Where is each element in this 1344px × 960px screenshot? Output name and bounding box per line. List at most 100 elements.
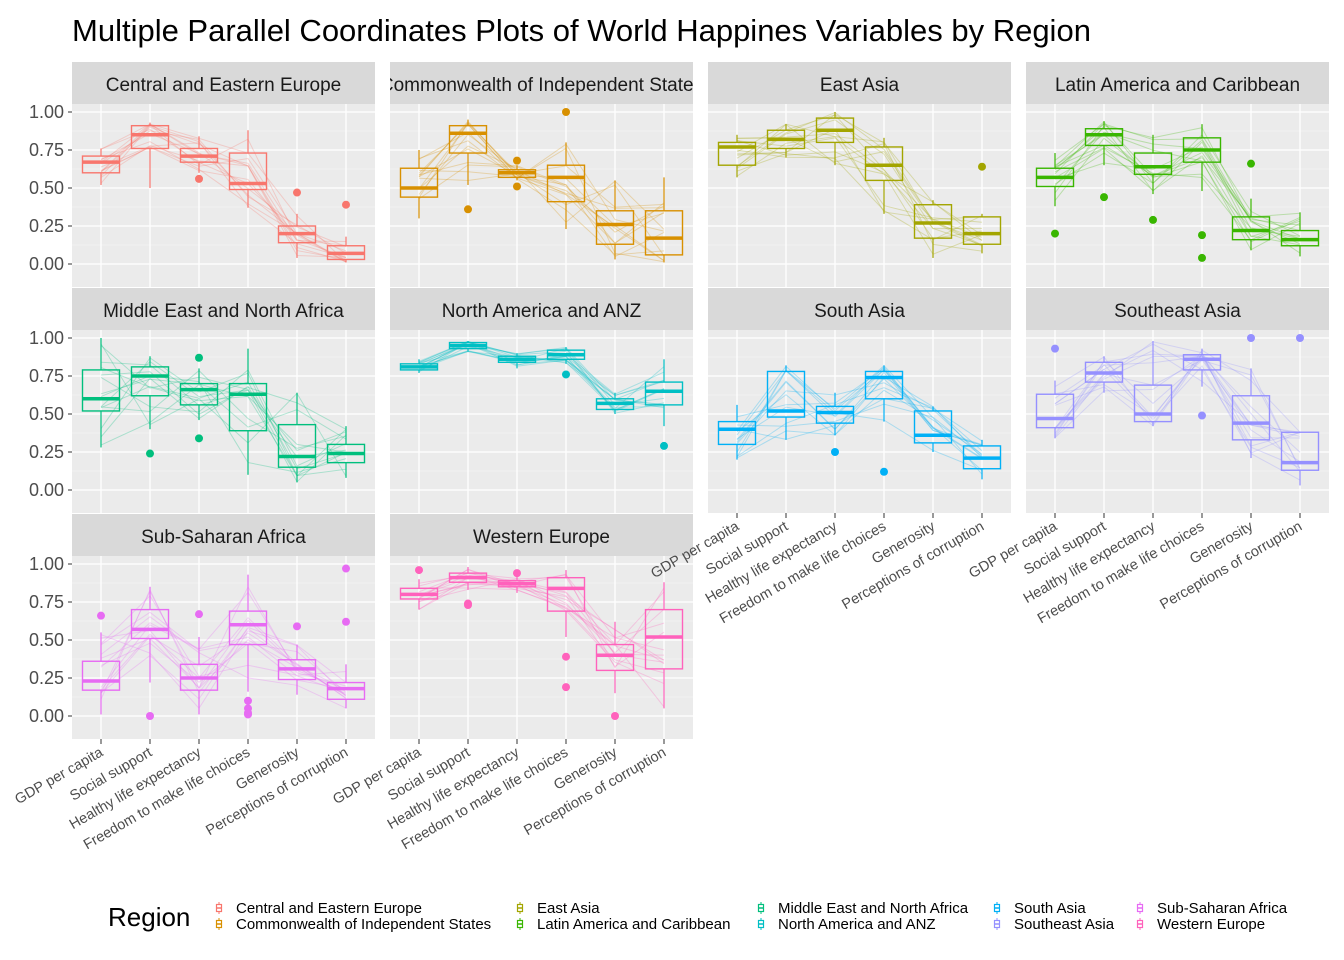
parallel-line (100, 146, 347, 263)
boxplot-4 (864, 137, 904, 214)
legend-item: East Asia (516, 900, 600, 917)
parallel-line (100, 629, 347, 696)
parallel-line (736, 367, 983, 459)
box (81, 369, 121, 412)
legend-item: Middle East and North Africa (757, 900, 969, 917)
parallel-line (418, 121, 665, 262)
panel-background (390, 330, 693, 513)
outlier-point (831, 448, 839, 456)
boxplot-6 (326, 426, 366, 478)
parallel-line (1054, 147, 1301, 241)
boxplot-2 (448, 341, 488, 352)
boxplot-4 (546, 570, 586, 692)
parallel-line (1054, 353, 1301, 447)
box (962, 216, 1002, 245)
boxplot-6 (644, 359, 684, 450)
boxplot-4 (864, 365, 904, 476)
parallel-line (100, 343, 347, 477)
parallel-line (736, 371, 983, 446)
parallel-line (100, 384, 347, 446)
box (1084, 128, 1124, 147)
parallel-line (100, 128, 347, 263)
box (717, 420, 757, 446)
box (228, 610, 268, 646)
boxplot-2 (1084, 121, 1124, 202)
boxplot-6 (326, 564, 366, 709)
boxplot-5 (277, 622, 317, 695)
outlier-point (464, 601, 472, 610)
parallel-line (1054, 359, 1301, 433)
parallel-line (736, 137, 983, 241)
outlier-point (1198, 231, 1206, 240)
legend-label: Southeast Asia (1014, 916, 1115, 933)
parallel-line (1054, 134, 1301, 237)
outlier-point (195, 174, 203, 183)
parallel-line (736, 123, 983, 223)
legend-item: Central and Eastern Europe (215, 900, 422, 917)
facet-strip-label: Latin America and Caribbean (1055, 75, 1300, 96)
box (546, 576, 586, 612)
box (1133, 152, 1173, 176)
parallel-line (100, 141, 347, 262)
boxplot-2 (766, 365, 806, 440)
outlier-point (146, 449, 154, 458)
outlier-point (880, 467, 888, 476)
legend-item: Sub-Saharan Africa (1136, 900, 1288, 917)
parallel-line (100, 145, 347, 258)
boxplot-5 (595, 180, 635, 260)
parallel-line (1054, 356, 1301, 439)
facet-strip (708, 62, 1011, 104)
box (179, 382, 219, 406)
boxplot-6 (962, 162, 1002, 254)
outlier-point (146, 712, 154, 720)
parallel-line (1054, 132, 1301, 254)
facet-strip (72, 514, 375, 556)
boxplot-4 (1182, 124, 1222, 262)
boxplot-5 (1231, 159, 1271, 251)
boxplot-3 (1133, 341, 1173, 427)
legend: Region Central and Eastern EuropeCommonwe… (108, 900, 1288, 933)
panel-sub-saharan-africa: Sub-Saharan Africa (72, 514, 375, 739)
boxplot-3 (497, 156, 537, 191)
boxplot-1 (717, 134, 757, 178)
parallel-line (100, 360, 347, 483)
y-tick-label: 0.75 (29, 366, 64, 386)
outlier-point (978, 162, 986, 171)
parallel-line (1054, 144, 1301, 226)
parallel-line (736, 123, 983, 255)
parallel-line (100, 146, 347, 246)
box (130, 366, 170, 397)
legend-label: Western Europe (1157, 916, 1265, 933)
box (644, 608, 684, 670)
parallel-line (418, 170, 665, 244)
panel-background (1026, 104, 1329, 287)
panel-latin-america-and-caribbean: Latin America and Caribbean (1026, 62, 1329, 287)
box (228, 382, 268, 432)
parallel-line (418, 581, 665, 646)
facet-strip-label: Central and Eastern Europe (106, 75, 342, 96)
parallel-line (418, 165, 665, 208)
parallel-line (1054, 355, 1301, 471)
parallel-line (100, 381, 347, 470)
legend-label: Commonwealth of Independent States (236, 916, 491, 933)
box (277, 423, 317, 468)
panel-background (1026, 330, 1329, 513)
parallel-line (1054, 147, 1301, 238)
outlier-point (1100, 193, 1108, 202)
parallel-line (418, 345, 665, 411)
boxplot-2 (130, 586, 170, 720)
parallel-line (736, 133, 983, 220)
boxplot-2 (766, 124, 806, 158)
parallel-line (736, 143, 983, 252)
parallel-line (736, 376, 983, 459)
parallel-line (736, 382, 983, 456)
panel-background (390, 556, 693, 739)
panel-south-asia: South Asia (708, 288, 1011, 513)
parallel-line (100, 630, 347, 710)
parallel-line (1054, 122, 1301, 232)
legend-item: Commonwealth of Independent States (215, 916, 491, 933)
boxplot-4 (1182, 348, 1222, 420)
box (399, 167, 439, 198)
box (1231, 395, 1271, 441)
